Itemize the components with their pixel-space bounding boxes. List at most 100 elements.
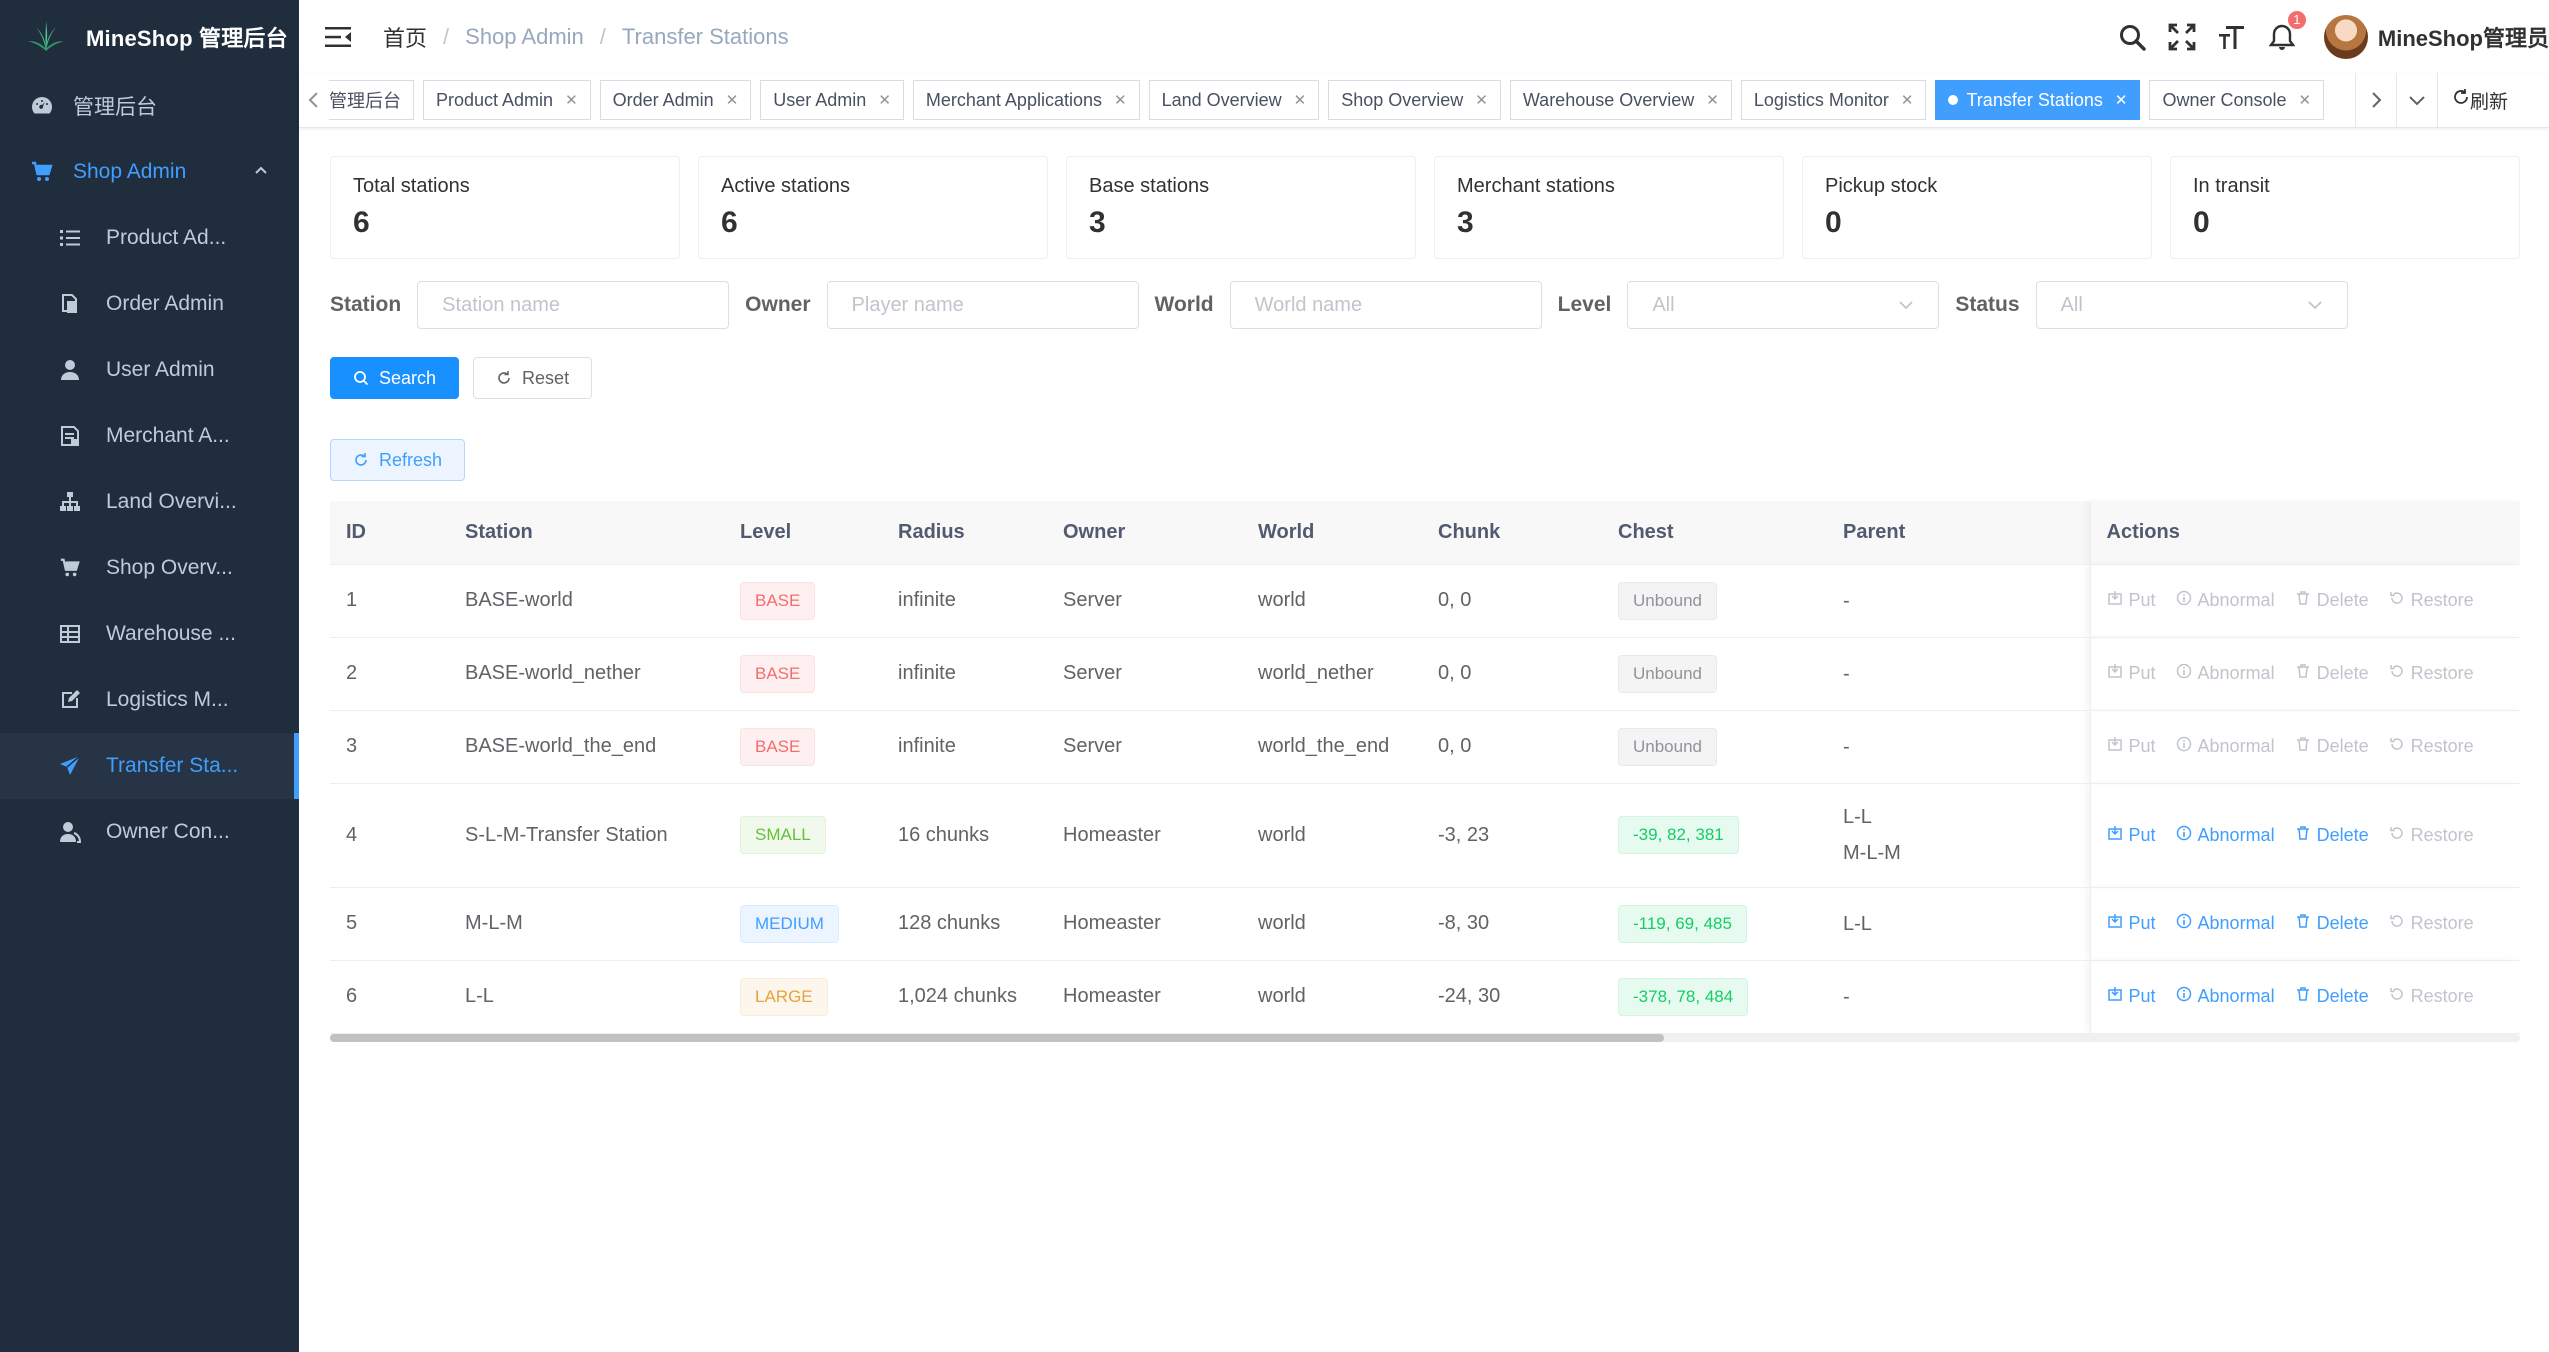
chevron-down-icon[interactable]	[2397, 73, 2437, 128]
close-icon[interactable]: ✕	[1114, 92, 1127, 109]
tab-warehouse-overview[interactable]: Warehouse Overview ✕	[1509, 80, 1732, 120]
close-icon[interactable]: ✕	[2298, 92, 2312, 109]
level-select[interactable]: All	[1627, 281, 1940, 329]
horizontal-scrollbar[interactable]	[330, 1033, 2520, 1042]
breadcrumb-separator: /	[443, 23, 450, 49]
restore-label: Restore	[2410, 986, 2474, 1006]
put-button[interactable]: Put	[2107, 663, 2156, 684]
restore-button[interactable]: Restore	[2389, 825, 2474, 846]
sidebar-item-land-overview[interactable]: Land Overvi...	[0, 469, 299, 535]
restore-button[interactable]: Restore	[2389, 986, 2474, 1007]
font-size-icon[interactable]	[2216, 21, 2248, 53]
abnormal-button[interactable]: Abnormal	[2176, 663, 2275, 684]
sidebar-item-merchant-applications[interactable]: Merchant A...	[0, 403, 299, 469]
refresh-tab-button[interactable]: 刷新	[2438, 87, 2508, 114]
avatar[interactable]	[2323, 14, 2368, 59]
close-icon[interactable]: ✕	[1900, 92, 1914, 109]
search-button[interactable]: Search	[330, 357, 460, 399]
refresh-button-label: Refresh	[379, 449, 443, 470]
status-select[interactable]: All	[2035, 281, 2348, 329]
tab-transfer-stations[interactable]: Transfer Stations ✕	[1935, 80, 2141, 120]
cell-level: BASE	[724, 710, 882, 784]
sidebar-item-shop-overview[interactable]: Shop Overv...	[0, 535, 299, 601]
restore-button[interactable]: Restore	[2389, 736, 2474, 757]
sidebar-item-shop-admin[interactable]: Shop Admin	[0, 139, 299, 205]
cell-actions: Put Abnormal Delete Restore	[2089, 783, 2520, 888]
hamburger-icon[interactable]	[325, 24, 351, 50]
put-button[interactable]: Put	[2107, 736, 2156, 757]
restore-button[interactable]: Restore	[2389, 913, 2474, 934]
abnormal-button[interactable]: Abnormal	[2176, 913, 2275, 934]
close-icon[interactable]: ✕	[1293, 92, 1307, 109]
tab-land-overview[interactable]: Land Overview ✕	[1148, 80, 1320, 120]
delete-button[interactable]: Delete	[2295, 825, 2369, 846]
scrollbar-thumb[interactable]	[330, 1033, 1664, 1042]
sidebar-item-logistics-monitor[interactable]: Logistics M...	[0, 667, 299, 733]
search-icon	[353, 370, 369, 386]
sidebar-item-user-admin[interactable]: User Admin	[0, 337, 299, 403]
abnormal-button[interactable]: Abnormal	[2176, 825, 2275, 846]
tab-product-admin[interactable]: Product Admin ✕	[423, 80, 591, 120]
sidebar-item-owner-console[interactable]: Owner Con...	[0, 799, 299, 865]
box-icon	[2107, 825, 2129, 846]
delete-button[interactable]: Delete	[2295, 913, 2369, 934]
cell-parent: L-L M-L-M	[1827, 783, 2090, 888]
bell-icon[interactable]: 1	[2266, 8, 2308, 53]
put-button[interactable]: Put	[2107, 913, 2156, 934]
chevron-right-icon[interactable]	[2356, 73, 2396, 128]
delete-button[interactable]: Delete	[2295, 663, 2369, 684]
restore-button[interactable]: Restore	[2389, 663, 2474, 684]
put-button[interactable]: Put	[2107, 590, 2156, 611]
divider	[2396, 72, 2397, 128]
tab-dashboard[interactable]: 管理后台	[329, 80, 414, 120]
put-button[interactable]: Put	[2107, 825, 2156, 846]
tab-user-admin[interactable]: User Admin ✕	[760, 80, 904, 120]
tab-order-admin[interactable]: Order Admin ✕	[599, 80, 752, 120]
reset-button[interactable]: Reset	[473, 357, 593, 399]
search-icon[interactable]	[2116, 21, 2148, 53]
close-icon[interactable]: ✕	[1475, 92, 1488, 109]
cell-chest: -119, 69, 485	[1602, 887, 1827, 961]
sidebar-item-label: Order Admin	[106, 292, 224, 315]
world-input[interactable]: World name	[1229, 281, 1542, 329]
column-header: Owner	[1047, 501, 1242, 565]
sidebar-item-order-admin[interactable]: Order Admin	[0, 271, 299, 337]
sidebar-item-transfer-stations[interactable]: Transfer Sta...	[0, 733, 299, 799]
abnormal-button[interactable]: Abnormal	[2176, 736, 2275, 757]
station-input[interactable]: Station name	[417, 281, 730, 329]
restore-button[interactable]: Restore	[2389, 590, 2474, 611]
username[interactable]: MineShop管理员	[2377, 25, 2549, 51]
sidebar-item-product-admin[interactable]: Product Ad...	[0, 205, 299, 271]
close-icon[interactable]: ✕	[2114, 92, 2128, 109]
chevron-left-icon[interactable]	[299, 73, 329, 128]
sidebar-item-label: Product Ad...	[106, 226, 227, 249]
sidebar-item-dashboard[interactable]: 管理后台	[0, 73, 299, 139]
brand[interactable]: MineShop 管理后台	[0, 0, 299, 73]
abnormal-button[interactable]: Abnormal	[2176, 590, 2275, 611]
delete-button[interactable]: Delete	[2295, 736, 2369, 757]
breadcrumb-current: Transfer Stations	[621, 23, 789, 49]
fullscreen-icon[interactable]	[2166, 21, 2198, 53]
close-icon[interactable]: ✕	[1706, 92, 1719, 109]
breadcrumb-home[interactable]: 首页	[383, 25, 428, 51]
tab-merchant-applications[interactable]: Merchant Applications ✕	[912, 80, 1140, 120]
close-icon[interactable]: ✕	[725, 92, 739, 109]
stat-card-base: Base stations 3	[1066, 156, 1416, 259]
level-select-value: All	[1652, 293, 1675, 316]
abnormal-button[interactable]: Abnormal	[2176, 986, 2275, 1007]
tab-owner-console[interactable]: Owner Console ✕	[2149, 80, 2325, 120]
close-icon[interactable]: ✕	[565, 92, 578, 109]
info-icon	[2176, 913, 2198, 934]
column-header: Radius	[882, 501, 1047, 565]
put-button[interactable]: Put	[2107, 986, 2156, 1007]
delete-button[interactable]: Delete	[2295, 590, 2369, 611]
sidebar-item-label: User Admin	[106, 358, 215, 381]
delete-label: Delete	[2316, 824, 2369, 845]
owner-input[interactable]: Player name	[826, 281, 1139, 329]
close-icon[interactable]: ✕	[878, 92, 891, 109]
tab-shop-overview[interactable]: Shop Overview ✕	[1328, 80, 1501, 120]
sidebar-item-warehouse-overview[interactable]: Warehouse ...	[0, 601, 299, 667]
tab-logistics-monitor[interactable]: Logistics Monitor ✕	[1740, 80, 1927, 120]
refresh-button[interactable]: Refresh	[330, 439, 466, 481]
delete-button[interactable]: Delete	[2295, 986, 2369, 1007]
